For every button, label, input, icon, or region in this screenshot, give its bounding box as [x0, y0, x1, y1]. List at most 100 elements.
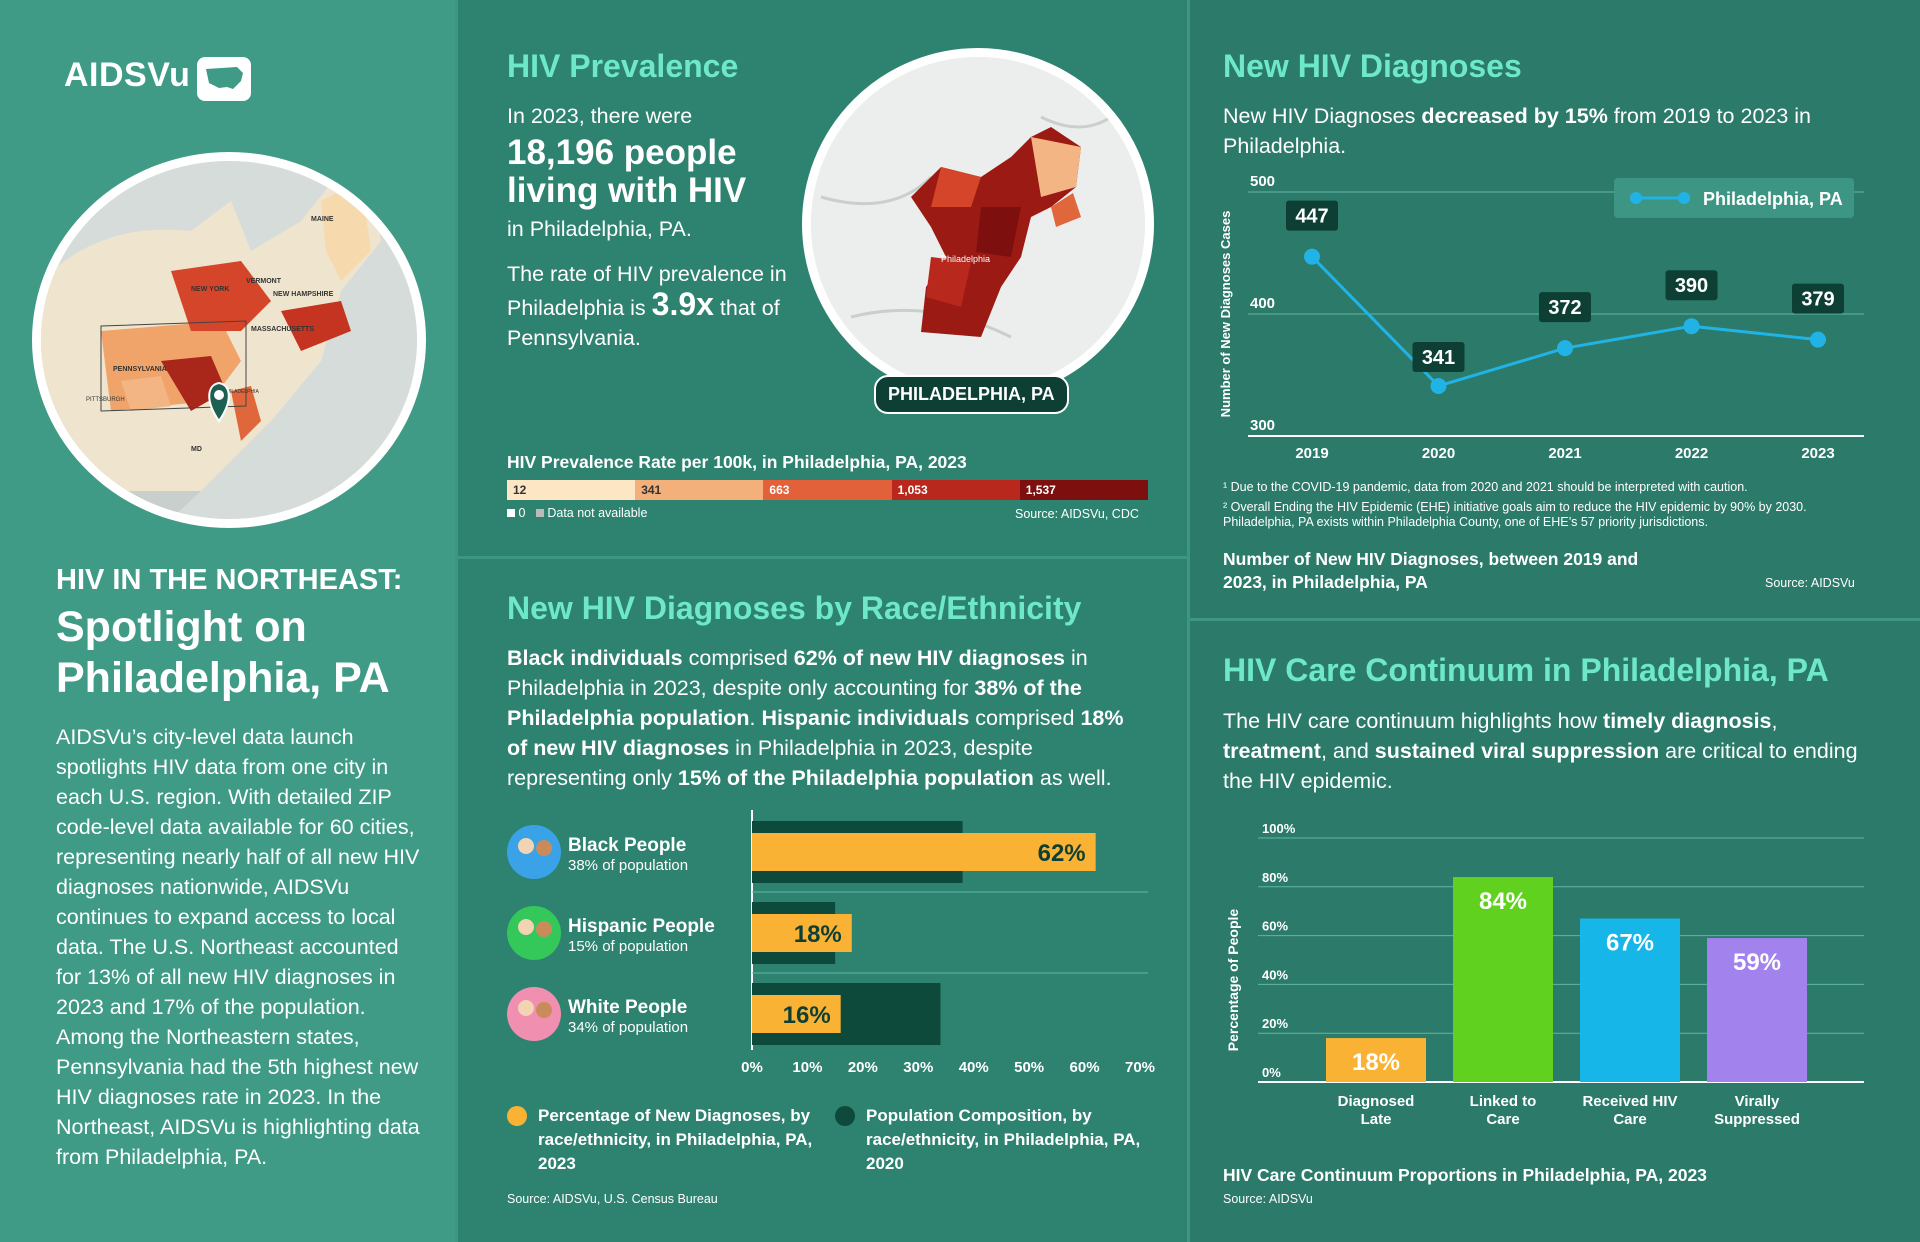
emphasis-text: sustained viral suppression — [1374, 739, 1660, 763]
data-point[interactable] — [1557, 340, 1573, 357]
prevalence-big-number: 18,196 people living with HIV — [507, 133, 747, 210]
data-point[interactable] — [1810, 331, 1826, 348]
care-bar — [1326, 1038, 1426, 1082]
care-bar-label: 84% — [1479, 888, 1527, 915]
x-tick-label: 20% — [848, 1059, 878, 1076]
newdx-title: New HIV Diagnoses — [1223, 48, 1522, 84]
x-tick-label: 2021 — [1548, 445, 1581, 462]
person-icon — [507, 987, 561, 1041]
value-label-box — [1286, 200, 1338, 231]
race-group-name: Black People — [568, 835, 686, 856]
body-text: as well. — [1033, 766, 1112, 790]
body-text: in Philadelphia in 2023, despite represe… — [507, 736, 1033, 790]
footnote-2: ² Overall Ending the HIV Epidemic (EHE) … — [1223, 500, 1807, 529]
race-group-name: Hispanic People — [568, 916, 715, 937]
page-title: Spotlight on Philadelphia, PA — [56, 603, 390, 702]
care-bar — [1707, 938, 1807, 1082]
y-tick-label: 80% — [1262, 870, 1288, 885]
legend-dot-pop — [835, 1106, 855, 1126]
body-text: are critical to ending the HIV epidemic. — [1223, 739, 1858, 793]
newdx-intro-b: decreased by 15% — [1421, 104, 1608, 128]
y-tick-label: 100% — [1262, 821, 1296, 836]
map-inner-label: Philadelphia — [941, 254, 990, 264]
race-legend-new: Percentage of New Diagnoses, by race/eth… — [507, 1104, 817, 1176]
map-label: VERMONT — [246, 278, 282, 285]
care-bar-label: 67% — [1606, 930, 1654, 957]
northeast-map-graphic: MAINE VERMONT NEW HAMPSHIRE NEW YORK MAS… — [41, 161, 417, 519]
new-diagnoses-line-chart: 300 400 500 Number of New Diagnoses Cases 44… — [1218, 173, 1864, 462]
y-tick-label: 400 — [1250, 295, 1275, 312]
divider — [456, 556, 1188, 559]
emphasis-text: Hispanic individuals — [761, 706, 970, 730]
value-label-box — [1792, 283, 1844, 314]
body-text: comprised — [969, 706, 1081, 730]
care-bar — [1453, 877, 1553, 1082]
care-category-label: Received HIV — [1582, 1093, 1677, 1110]
data-point[interactable] — [1683, 318, 1700, 335]
value-label-box — [1665, 270, 1718, 301]
y-axis-label: Number of New Diagnoses Cases — [1218, 211, 1233, 418]
map-label: PHILADELPHIA — [223, 389, 260, 395]
map-label: MASSACHUSETTS — [251, 326, 314, 333]
na-swatch — [535, 509, 544, 517]
scale-bin: 1,053 — [891, 480, 1020, 500]
value-label: 372 — [1548, 297, 1581, 319]
intro-paragraph: AIDSVu’s city-level data launch spotligh… — [56, 725, 420, 1169]
legend-na: Data not available — [547, 506, 648, 520]
divider — [1187, 0, 1190, 1242]
y-tick-label: 40% — [1262, 967, 1288, 982]
person-icon-head — [536, 840, 552, 856]
care-category-label: Virally — [1735, 1093, 1780, 1110]
care-category-label: Diagnosed — [1338, 1093, 1415, 1110]
x-tick-label: 70% — [1125, 1059, 1155, 1076]
emphasis-text: 15% of the Philadelphia population — [677, 766, 1034, 790]
map-label: PITTSBURGH — [86, 397, 125, 403]
emphasis-text: Black individuals — [507, 646, 683, 670]
legend-dot — [1630, 192, 1642, 204]
care-bar-label: 18% — [1352, 1049, 1400, 1076]
data-point[interactable] — [1430, 377, 1447, 394]
x-tick-label: 2023 — [1801, 445, 1834, 462]
philadelphia-map: Philadelphia — [802, 48, 1154, 400]
care-category-label: Linked to — [1470, 1093, 1537, 1110]
location-pin-icon — [208, 381, 230, 423]
scale-bin: 1,537 — [1019, 480, 1148, 500]
data-point[interactable] — [1304, 248, 1320, 265]
value-label: 379 — [1801, 289, 1834, 311]
scale-bin: 663 — [763, 480, 892, 500]
care-category-label: Suppressed — [1714, 1111, 1800, 1128]
zero-swatch — [507, 509, 515, 517]
body-text: , — [1771, 709, 1778, 733]
body-text: comprised — [682, 646, 794, 670]
map-label: NEW HAMPSHIRE — [273, 291, 334, 298]
emphasis-text: timely diagnosis — [1603, 709, 1772, 733]
race-group-name: White People — [568, 997, 687, 1018]
value-label: 447 — [1295, 206, 1328, 228]
emphasis-text: 18% of new HIV diagnoses — [507, 706, 1124, 760]
person-icon — [507, 906, 561, 960]
line-legend — [1614, 178, 1854, 218]
x-tick-label: 50% — [1014, 1059, 1044, 1076]
map-label: MD — [191, 446, 202, 453]
new-diagnoses-bar — [752, 833, 1096, 871]
race-legend-pop: Population Composition, by race/ethnicit… — [835, 1104, 1145, 1176]
person-icon — [507, 825, 561, 879]
us-map-icon — [197, 57, 251, 101]
map-label: NEW YORK — [191, 286, 229, 293]
person-icon-head — [536, 1002, 552, 1018]
legend-dot-new — [507, 1106, 527, 1126]
map-location-badge: PHILADELPHIA, PA — [874, 375, 1069, 414]
y-tick-label: 0% — [1262, 1065, 1281, 1080]
care-continuum-bar-chart: 0% 20% 40% 60% 80% 100% Percentage of People 18… — [1225, 821, 1864, 1128]
body-text: , and — [1320, 739, 1375, 763]
care-category-label: Care — [1486, 1111, 1519, 1128]
prevalence-scale-title: HIV Prevalence Rate per 100k, in Philade… — [507, 452, 967, 472]
race-source: Source: AIDSVu, U.S. Census Bureau — [507, 1192, 718, 1206]
rate-value: 3.9x — [651, 286, 714, 322]
y-tick-label: 20% — [1262, 1016, 1288, 1031]
bar-value-label: 18% — [794, 921, 842, 948]
aidsvu-logo[interactable]: AIDSVu — [64, 56, 191, 94]
care-source: Source: AIDSVu — [1223, 1192, 1313, 1206]
emphasis-text: treatment — [1223, 739, 1321, 763]
